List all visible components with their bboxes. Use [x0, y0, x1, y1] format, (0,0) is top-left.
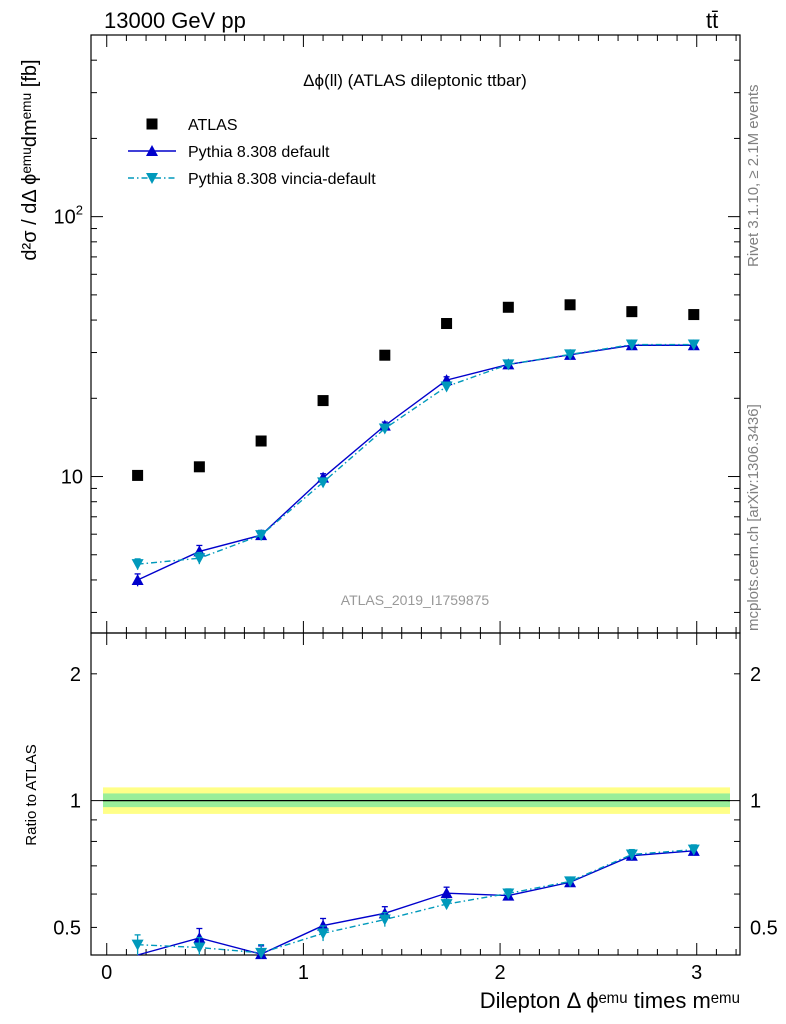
legend-label: Pythia 8.308 default: [188, 144, 330, 161]
data-point: [317, 928, 330, 940]
data-point: [378, 914, 391, 926]
x-tick-label: 3: [691, 962, 702, 984]
data-point: [193, 461, 205, 473]
data-point: [440, 899, 453, 911]
data-point: [131, 559, 144, 571]
data-point: [132, 469, 144, 481]
plot-frame: [90, 632, 741, 956]
x-tick-label: 1: [298, 962, 309, 984]
ratio-panel: 0 1 2 3 0.5 0.5 1 1 2 2 Ratio to ATLAS Dilepton Δ ϕ…: [23, 632, 778, 1013]
data-point: [625, 849, 638, 861]
series-0: [132, 299, 700, 481]
data-point: [626, 306, 638, 318]
data-point: [502, 301, 514, 313]
data-point: [502, 888, 515, 900]
data-point: [687, 339, 700, 351]
data-point: [193, 942, 206, 954]
legend-marker: [146, 118, 158, 130]
x-tick-label: 0: [101, 962, 112, 984]
series-line: [137, 344, 694, 581]
data-point: [255, 947, 268, 959]
y-tick-label-right: 2: [750, 664, 761, 686]
chart-title: Δϕ(ll) (ATLAS dileptonic ttbar): [303, 71, 527, 90]
watermark: ATLAS_2019_I1759875: [341, 592, 490, 608]
legend-label: Pythia 8.308 vincia-default: [188, 171, 376, 188]
data-point: [131, 573, 144, 585]
series-1: [131, 339, 700, 587]
x-axis-label: Dilepton Δ ϕᵉᵐᵘ times mᵉᵐᵘ: [480, 988, 740, 1013]
legend-item: Pythia 8.308 vincia-default: [128, 171, 376, 188]
legend-marker: [146, 173, 158, 184]
data-point: [502, 359, 515, 371]
series-line: [137, 850, 694, 956]
data-point: [131, 939, 144, 951]
data-point: [564, 299, 576, 311]
data-point: [564, 349, 577, 361]
legend-marker: [146, 145, 158, 156]
data-point: [255, 435, 267, 447]
energy-label: 13000 GeV pp: [104, 8, 246, 33]
y-tick-label: 102: [54, 203, 83, 229]
legend: ATLAS Pythia 8.308 default Pythia 8.308 vi…: [128, 117, 376, 188]
legend-label: ATLAS: [188, 117, 238, 134]
data-point: [441, 318, 453, 330]
main-panel: 10 102 Δϕ(ll) (ATLAS dileptonic ttbar) ATLA…: [19, 34, 741, 634]
data-point: [440, 381, 453, 393]
data-point: [688, 309, 700, 321]
data-point: [317, 919, 330, 931]
data-point: [317, 477, 330, 489]
data-point: [255, 530, 268, 542]
y-tick-label: 10: [61, 467, 83, 489]
data-point: [440, 887, 453, 899]
x-tick-label: 2: [495, 962, 506, 984]
data-point: [193, 553, 206, 565]
y-tick-label: 0.5: [53, 917, 81, 939]
data-point: [625, 339, 638, 351]
data-point: [687, 844, 700, 856]
y-tick-label: 2: [70, 664, 81, 686]
series-line: [137, 343, 694, 565]
y-axis-label: d²σ / dΔ ϕᵉᵐᵘdmᵉᵐᵘ [fb]: [19, 59, 41, 260]
data-point: [379, 349, 391, 361]
series-line: [137, 848, 694, 954]
y-axis-label: Ratio to ATLAS: [23, 744, 40, 845]
series-2: [131, 339, 700, 571]
y-tick-label-right: 1: [750, 791, 761, 813]
data-point: [564, 876, 577, 888]
y-tick-label: 1: [70, 791, 81, 813]
y-tick-label-right: 0.5: [750, 917, 778, 939]
process-label: tt̄: [706, 8, 719, 33]
data-point: [317, 395, 329, 407]
legend-item: Pythia 8.308 default: [128, 144, 330, 161]
legend-item: ATLAS: [146, 117, 238, 134]
series-1: [131, 844, 700, 959]
data-point: [378, 423, 391, 435]
